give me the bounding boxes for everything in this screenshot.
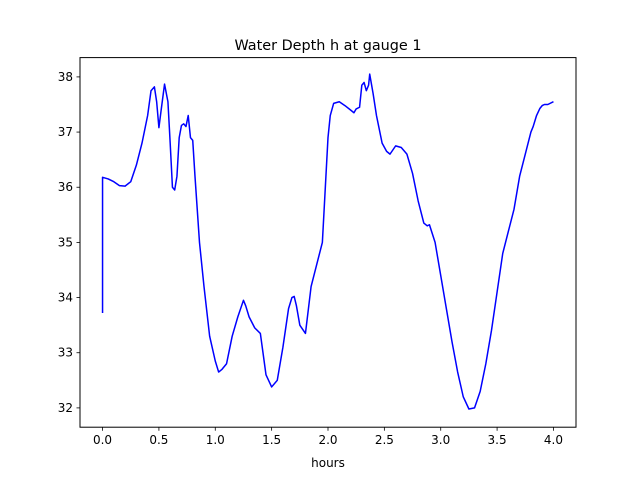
y-tick-label: 37 [58,125,73,139]
x-axis-label: hours [311,456,345,470]
x-tick-label: 3.0 [431,433,450,447]
x-tick-label: 0.5 [149,433,168,447]
y-tick-label: 34 [58,291,73,305]
y-tick-label: 35 [58,235,73,249]
y-tick-label: 33 [58,346,73,360]
plot-background [80,57,576,428]
x-tick-label: 4.0 [544,433,563,447]
y-axis: 32 33 34 35 36 37 38 [58,70,80,415]
y-tick-label: 36 [58,180,73,194]
x-tick-label: 0.0 [93,433,112,447]
y-tick-label: 38 [58,70,73,84]
series-layer [101,73,554,410]
x-tick-label: 1.0 [206,433,225,447]
x-tick-label: 3.5 [488,433,507,447]
y-tick-label: 32 [58,401,73,415]
x-axis: 0.0 0.5 1.0 1.5 2.0 2.5 3.0 3.5 4.0 [93,427,563,447]
series-line-0 [101,73,554,410]
x-tick-label: 2.5 [375,433,394,447]
x-tick-label: 1.5 [262,433,281,447]
x-tick-label: 2.0 [318,433,337,447]
chart-title: Water Depth h at gauge 1 [234,38,421,54]
